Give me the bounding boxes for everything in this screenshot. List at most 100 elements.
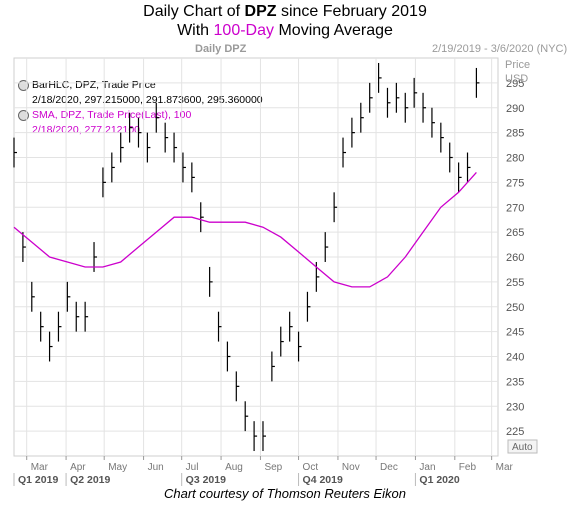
price-bar	[395, 82, 400, 113]
month-tick-label: May	[108, 462, 127, 473]
price-tick-label: 225	[506, 426, 524, 438]
price-bar	[475, 67, 480, 98]
price-bar	[40, 311, 44, 342]
price-bar	[289, 311, 293, 342]
price-bar	[31, 281, 35, 312]
price-bar	[13, 137, 17, 168]
price-bar	[235, 371, 240, 402]
price-tick-label: 265	[506, 227, 524, 239]
price-bar	[413, 77, 418, 108]
price-bar	[386, 87, 391, 118]
price-bar	[369, 82, 373, 113]
month-tick-label: Apr	[70, 462, 86, 473]
price-bar	[164, 122, 169, 153]
quarter-tick-label: Q1 2019	[18, 474, 58, 486]
price-bar	[57, 311, 62, 342]
price-bar	[262, 421, 266, 452]
auto-scale-label: Auto	[512, 442, 533, 453]
price-bar	[111, 152, 115, 183]
price-bar	[75, 301, 80, 332]
month-tick-label: Feb	[459, 462, 477, 473]
price-bar	[342, 137, 347, 168]
price-bar	[22, 232, 26, 262]
price-bar	[48, 331, 53, 362]
month-tick-label: Mar	[496, 462, 514, 473]
price-tick-label: 255	[506, 277, 524, 289]
price-axis-labels: 225 230 235 240 245 250 255 260 265 270 275 280 285 2…	[506, 78, 524, 438]
price-bar	[209, 266, 213, 297]
price-bar	[191, 162, 195, 193]
price-bar	[271, 351, 275, 382]
price-tick-label: 245	[506, 327, 524, 339]
price-bar	[155, 102, 160, 133]
price-bar	[226, 341, 231, 372]
price-bar	[84, 301, 89, 332]
chart-credit: Chart courtesy of Thomson Reuters Eikon	[163, 486, 407, 501]
series-toggle-icon[interactable]	[18, 110, 29, 121]
auto-scale-button[interactable]	[507, 439, 538, 454]
price-bar	[449, 142, 453, 173]
quarter-tick-label: Q4 2019	[303, 474, 343, 486]
price-bar	[297, 331, 302, 362]
price-bar	[129, 112, 133, 143]
price-bar	[422, 92, 427, 123]
price-bar	[360, 102, 364, 133]
chart-gridlines	[13, 57, 499, 486]
price-tick-label: 230	[506, 401, 524, 413]
price-bar	[280, 326, 284, 357]
price-bar	[137, 117, 142, 148]
price-tick-label: 295	[506, 78, 524, 90]
sma-line	[13, 171, 477, 288]
price-tick-label: 285	[506, 128, 524, 140]
price-bar	[182, 152, 186, 183]
price-bar	[466, 152, 471, 183]
price-tick-label: 260	[506, 252, 524, 264]
quarter-tick-label: Q1 2020	[419, 474, 459, 486]
price-bar	[244, 401, 249, 432]
price-tick-label: 290	[506, 103, 524, 115]
price-bar	[377, 62, 382, 93]
price-bar	[173, 132, 178, 163]
month-tick-label: Jun	[148, 462, 164, 473]
price-bar	[333, 192, 338, 223]
legend-series-1-title: BarHLC, DPZ, Trade Price	[32, 79, 156, 91]
month-tick-label: Jul	[186, 462, 199, 473]
price-bar	[324, 232, 329, 262]
quarter-tick-label: Q2 2019	[70, 474, 110, 486]
month-tick-label: Oct	[303, 462, 319, 473]
legend-series-2-title: SMA, DPZ, Trade Price(Last), 100	[32, 109, 192, 121]
price-bar	[440, 122, 444, 153]
chart-subtitle: With 100-Day Moving Average	[177, 22, 393, 39]
currency-axis-label: USD	[505, 73, 528, 85]
month-tick-label: Jan	[419, 462, 435, 473]
price-bar	[253, 421, 258, 452]
price-bar	[66, 281, 71, 312]
month-tick-label: Aug	[225, 462, 243, 473]
hlc-bars-series	[13, 62, 480, 452]
chart-title: Daily Chart of DPZ since February 2019	[143, 3, 427, 20]
month-tick-label: Dec	[380, 462, 398, 473]
legend-series-1-values: 2/18/2020, 297.215000, 291.873600, 295.3…	[32, 94, 263, 106]
price-bar	[458, 162, 462, 193]
price-bar	[431, 107, 435, 138]
price-bar	[351, 117, 355, 148]
price-bar	[200, 202, 204, 233]
price-tick-label: 250	[506, 302, 524, 314]
price-bar	[120, 132, 124, 163]
price-bar	[306, 291, 311, 322]
price-bar	[146, 132, 151, 163]
price-tick-label: 275	[506, 177, 524, 189]
price-axis-label: Price	[505, 59, 530, 71]
price-tick-label: 240	[506, 352, 524, 364]
date-axis-labels: Mar Apr May Jun Jul Aug Sep Oct Nov Dec Jan Feb MarQ…	[18, 462, 514, 486]
quarter-tick-label: Q3 2019	[186, 474, 226, 486]
price-bar	[217, 311, 222, 342]
series-toggle-icon[interactable]	[18, 80, 29, 91]
header-date-range: 2/19/2019 - 3/6/2020 (NYC)	[432, 43, 568, 55]
price-tick-label: 270	[506, 202, 524, 214]
price-bar	[404, 92, 409, 123]
price-bar	[102, 167, 106, 198]
month-tick-label: Mar	[31, 462, 49, 473]
price-tick-label: 280	[506, 153, 524, 165]
